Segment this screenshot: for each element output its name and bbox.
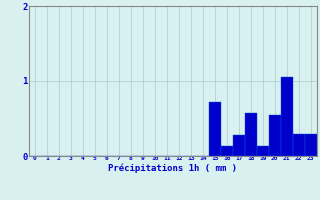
Bar: [257, 146, 269, 156]
Bar: [245, 112, 257, 156]
Bar: [233, 135, 245, 156]
Bar: [281, 77, 293, 156]
Bar: [221, 146, 233, 156]
Bar: [305, 134, 317, 156]
Bar: [209, 102, 221, 156]
X-axis label: Précipitations 1h ( mm ): Précipitations 1h ( mm ): [108, 164, 237, 173]
Bar: [269, 115, 281, 156]
Bar: [293, 134, 305, 156]
